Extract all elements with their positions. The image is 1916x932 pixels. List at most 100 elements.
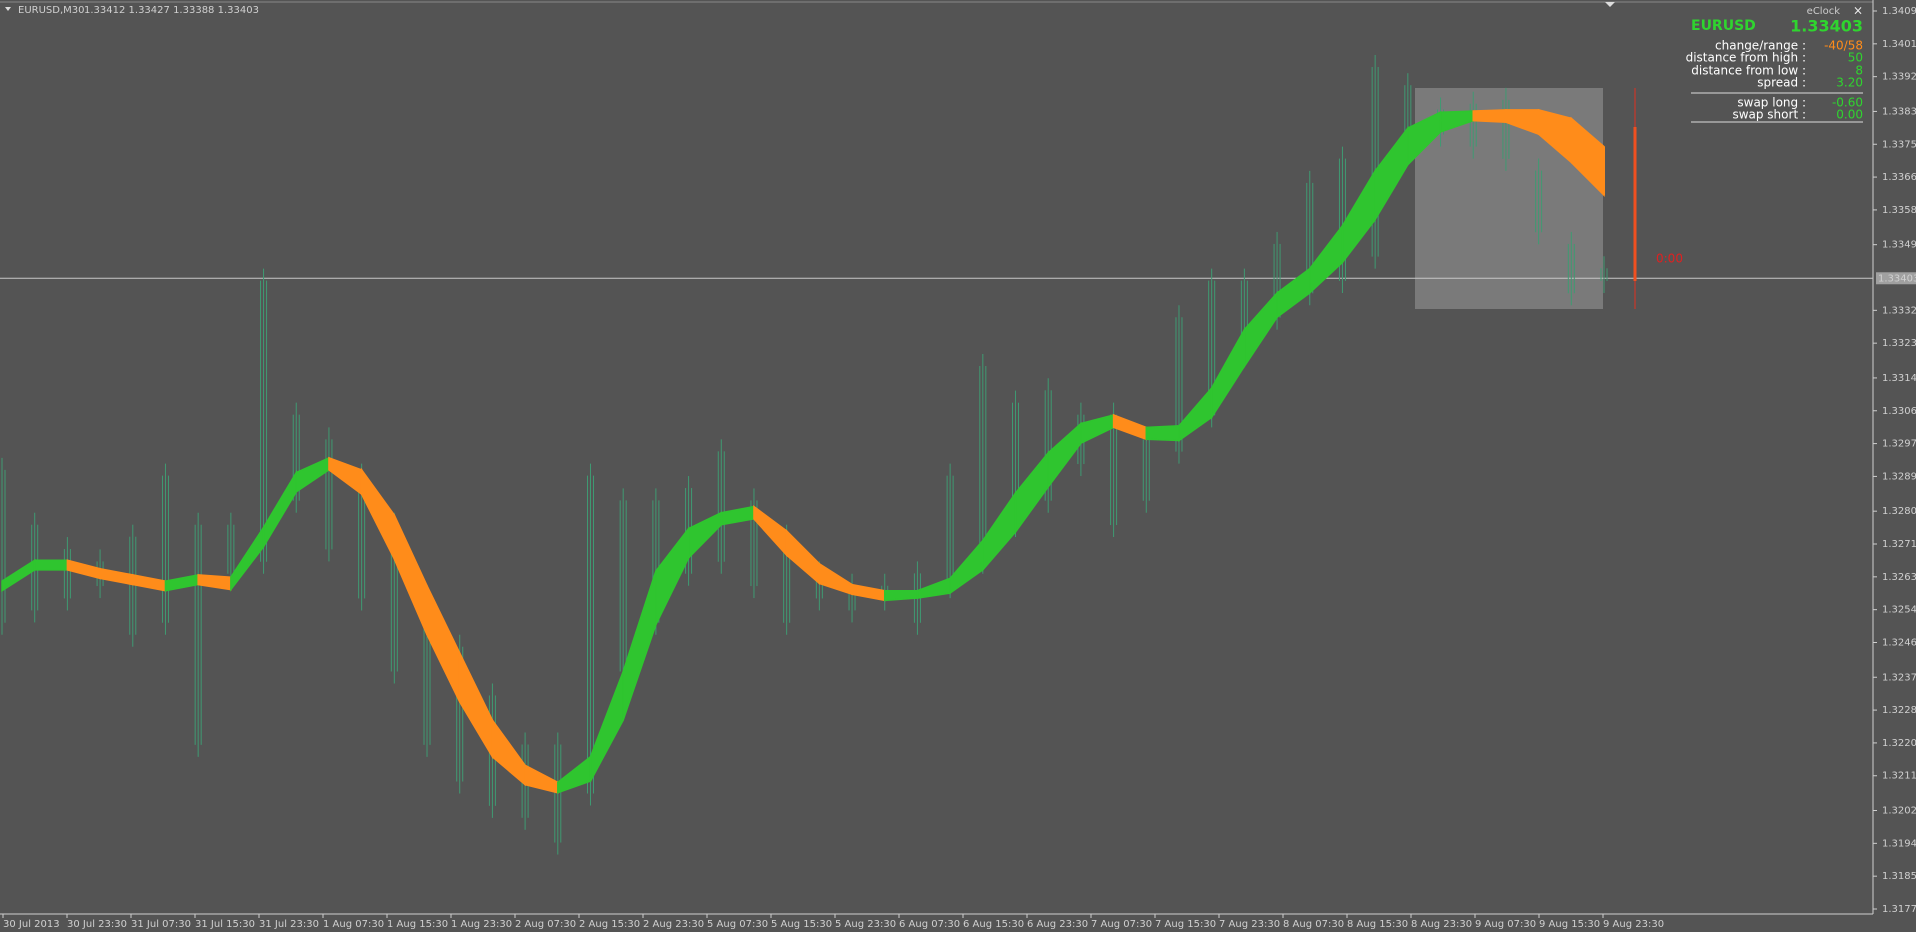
panel-symbol: EURUSD — [1691, 18, 1756, 34]
band-segment — [622, 570, 657, 721]
price-label: 1.33835 — [1882, 106, 1916, 117]
time-label: 8 Aug 15:30 — [1347, 919, 1408, 930]
band-segment — [1309, 223, 1344, 295]
panel-close[interactable]: × — [1853, 4, 1863, 18]
plot — [0, 55, 1873, 855]
band-segment — [164, 574, 199, 592]
band-segment — [230, 524, 265, 592]
panel-value: 8 — [1855, 64, 1863, 78]
panel-value: 3.20 — [1836, 76, 1863, 90]
shift-marker — [1605, 2, 1615, 7]
panel-value: 50 — [1848, 51, 1863, 65]
band-segment — [949, 538, 984, 595]
price-label: 1.33925 — [1882, 72, 1916, 83]
time-label: 9 Aug 15:30 — [1539, 919, 1600, 930]
band-segment — [1, 558, 36, 593]
band-segment — [1047, 421, 1082, 490]
price-label: 1.32890 — [1882, 471, 1916, 482]
panel-label: swap short : — [1732, 108, 1806, 122]
band-segment — [1210, 326, 1246, 420]
band-segment — [589, 671, 624, 782]
band-segment — [753, 505, 788, 558]
time-label: 5 Aug 23:30 — [835, 919, 896, 930]
price-label: 1.33750 — [1882, 139, 1916, 150]
band-segment — [1374, 125, 1409, 223]
band-segment — [262, 469, 297, 550]
band-segment — [458, 652, 494, 760]
band-segment — [393, 514, 428, 636]
panel-label: spread : — [1757, 76, 1806, 90]
price-label: 1.32800 — [1882, 506, 1916, 517]
band-segment — [557, 755, 592, 794]
time-label: 5 Aug 07:30 — [707, 919, 768, 930]
price-label: 1.32370 — [1882, 672, 1916, 683]
band-segment — [1276, 267, 1311, 319]
price-label: 1.33665 — [1882, 172, 1916, 183]
band-segment — [524, 764, 559, 794]
band-segment — [1178, 385, 1213, 442]
time-label: 1 Aug 23:30 — [451, 919, 512, 930]
menu-arrow[interactable] — [5, 7, 11, 11]
band-segment — [655, 526, 690, 626]
price-label: 1.32545 — [1882, 605, 1916, 616]
time-label: 2 Aug 15:30 — [579, 919, 640, 930]
band-segment — [295, 456, 330, 494]
quote: 1.33412 1.33427 1.33388 1.33403 — [84, 5, 259, 16]
price-label: 1.31855 — [1882, 871, 1916, 882]
time-label: 6 Aug 07:30 — [899, 919, 960, 930]
price-label: 1.31770 — [1882, 904, 1916, 915]
price-label: 1.32025 — [1882, 806, 1916, 817]
band-segment — [982, 490, 1017, 572]
band-segment — [1080, 414, 1115, 445]
price-label: 1.32715 — [1882, 539, 1916, 550]
panel-label: distance from low : — [1691, 64, 1806, 78]
time-label: 30 Jul 23:30 — [67, 919, 127, 930]
time-label: 6 Aug 15:30 — [963, 919, 1024, 930]
price-label: 1.31940 — [1882, 838, 1916, 849]
time-label: 7 Aug 07:30 — [1091, 919, 1152, 930]
time-label: 7 Aug 15:30 — [1155, 919, 1216, 930]
band-segment — [426, 585, 461, 703]
band-segment — [99, 567, 134, 586]
time-label: 9 Aug 23:30 — [1603, 919, 1664, 930]
price-label: 1.32200 — [1882, 738, 1916, 749]
band-segment — [883, 589, 919, 602]
symbol: EURUSD,M30 — [18, 5, 84, 16]
time-label: 2 Aug 07:30 — [515, 919, 576, 930]
panel-title: eClock — [1807, 6, 1841, 17]
band-segment — [1145, 425, 1180, 442]
band-segment — [818, 562, 853, 596]
time-label: 1 Aug 07:30 — [323, 919, 384, 930]
price-label: 1.32460 — [1882, 637, 1916, 648]
price-label: 1.33235 — [1882, 338, 1916, 349]
price-label: 1.33490 — [1882, 240, 1916, 251]
band-segment — [785, 529, 821, 586]
countdown: 0:00 — [1656, 252, 1683, 266]
price-label: 1.33060 — [1882, 406, 1916, 417]
band-segment — [1341, 168, 1376, 265]
time-label: 31 Jul 07:30 — [131, 919, 191, 930]
band-segment — [66, 559, 101, 580]
price-label: 1.32630 — [1882, 572, 1916, 583]
price-label: 1.34010 — [1882, 39, 1916, 50]
band-segment — [1472, 109, 1507, 124]
price-label: 1.34095 — [1882, 6, 1916, 17]
band-segment — [720, 505, 755, 526]
band-segment — [1112, 413, 1148, 441]
panel-label: distance from high : — [1686, 51, 1806, 65]
price-label: 1.33580 — [1882, 205, 1916, 216]
band-segment — [851, 583, 886, 602]
price-label: 1.32975 — [1882, 439, 1916, 450]
current-price: 1.33403 — [1878, 273, 1916, 284]
band-segment — [360, 467, 396, 560]
price-label: 1.32115 — [1882, 771, 1916, 782]
panel-price: 1.33403 — [1790, 17, 1863, 36]
time-label: 5 Aug 15:30 — [771, 919, 832, 930]
price-label: 1.33145 — [1882, 373, 1916, 384]
time-label: 30 Jul 2013 — [3, 919, 60, 930]
time-label: 2 Aug 23:30 — [643, 919, 704, 930]
price-label: 1.32285 — [1882, 705, 1916, 716]
band-segment — [1243, 290, 1278, 369]
